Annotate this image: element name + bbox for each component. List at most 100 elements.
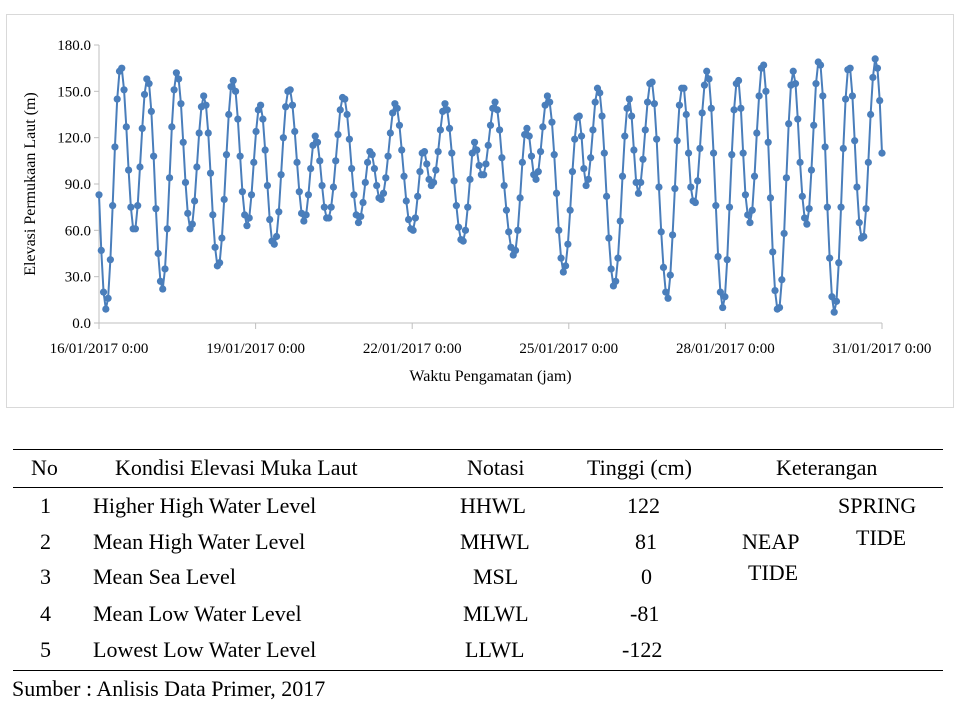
data-point <box>389 109 397 117</box>
data-point <box>177 100 185 108</box>
data-point <box>634 189 643 197</box>
data-point <box>307 164 315 173</box>
data-point <box>552 189 561 197</box>
data-point <box>400 172 408 180</box>
data-point <box>648 78 656 86</box>
data-point <box>566 206 574 214</box>
y-tick-label: 60.0 <box>65 223 91 239</box>
data-point <box>295 188 303 196</box>
header-notasi: Notasi <box>467 455 525 480</box>
data-point <box>584 175 592 183</box>
header-no: No <box>31 455 58 480</box>
data-point <box>871 55 879 63</box>
data-point <box>867 110 875 119</box>
row-4-notasi: MLWL <box>463 601 529 626</box>
data-point <box>723 256 731 264</box>
data-point <box>445 124 454 132</box>
data-point <box>559 268 567 276</box>
data-point <box>154 249 162 258</box>
row-1-no: 1 <box>40 493 51 518</box>
data-point <box>398 146 406 154</box>
data-point <box>414 192 422 200</box>
data-point <box>807 166 816 174</box>
data-point <box>650 100 658 108</box>
y-tick-label: 90.0 <box>65 177 91 193</box>
data-point <box>370 164 379 173</box>
data-point <box>602 192 611 200</box>
data-point <box>113 95 121 103</box>
data-point <box>630 146 638 154</box>
data-point <box>555 226 563 234</box>
data-point <box>562 262 570 270</box>
data-point <box>753 129 761 137</box>
data-point <box>682 110 690 119</box>
data-point <box>643 98 652 106</box>
data-point <box>548 118 556 126</box>
data-point <box>359 198 367 207</box>
data-point <box>493 106 501 114</box>
data-point <box>209 211 217 219</box>
data-point <box>484 141 492 149</box>
data-point <box>411 214 419 222</box>
row-4-kondisi: Mean Low Water Level <box>93 601 302 626</box>
chart-frame: 0.0 30.0 60.0 90.0 120.0 150.0 180.0 16/01/2017… <box>6 14 954 408</box>
spring-tide-label-line2: TIDE <box>856 525 907 550</box>
y-tick-label: 120.0 <box>57 131 91 147</box>
data-point <box>746 219 754 227</box>
data-point <box>313 138 322 146</box>
data-point <box>250 158 258 166</box>
data-point <box>775 303 784 312</box>
data-point <box>605 234 613 242</box>
neap-tide-label-line2: TIDE <box>748 560 799 585</box>
data-point <box>873 64 882 72</box>
data-point <box>598 112 606 120</box>
data-point <box>206 169 215 177</box>
data-point <box>596 89 604 97</box>
data-point <box>536 147 545 156</box>
data-point <box>816 61 825 69</box>
data-point <box>163 225 171 233</box>
data-point <box>855 219 863 227</box>
data-point <box>350 191 358 199</box>
data-point <box>739 149 747 157</box>
x-tick-label: 22/01/2017 0:00 <box>363 341 462 357</box>
data-point <box>106 256 114 264</box>
data-point <box>514 226 522 234</box>
header-kondisi: Kondisi Elevasi Muka Laut <box>115 455 358 480</box>
data-point <box>712 202 720 210</box>
data-point <box>789 67 797 75</box>
row-3-notasi: MSL <box>473 564 519 589</box>
data-point <box>252 127 260 136</box>
data-point <box>518 158 526 166</box>
data-point <box>502 206 511 214</box>
data-point <box>432 166 440 174</box>
data-point <box>616 217 624 225</box>
data-point <box>136 163 144 171</box>
data-point <box>225 110 233 119</box>
data-point <box>721 293 729 301</box>
data-point <box>395 121 404 129</box>
table-bottom-rule <box>13 670 943 671</box>
data-point <box>300 217 308 225</box>
data-point <box>220 195 228 204</box>
data-point <box>832 297 841 305</box>
data-point <box>491 98 499 106</box>
data-point <box>466 175 474 183</box>
data-point <box>571 135 579 143</box>
data-point <box>191 197 199 205</box>
data-point <box>659 263 668 271</box>
data-point <box>473 146 481 154</box>
data-point <box>728 151 736 159</box>
data-point <box>719 303 727 312</box>
data-point <box>193 163 201 171</box>
data-point <box>459 237 467 245</box>
row-5-kondisi: Lowest Low Water Level <box>93 637 317 662</box>
data-point <box>282 103 290 111</box>
row-2-no: 2 <box>40 529 51 554</box>
y-tick-label: 150.0 <box>57 84 91 100</box>
data-point <box>263 181 272 190</box>
data-point <box>480 171 488 179</box>
data-point <box>111 143 119 151</box>
data-point <box>785 120 793 128</box>
data-point <box>557 254 565 262</box>
